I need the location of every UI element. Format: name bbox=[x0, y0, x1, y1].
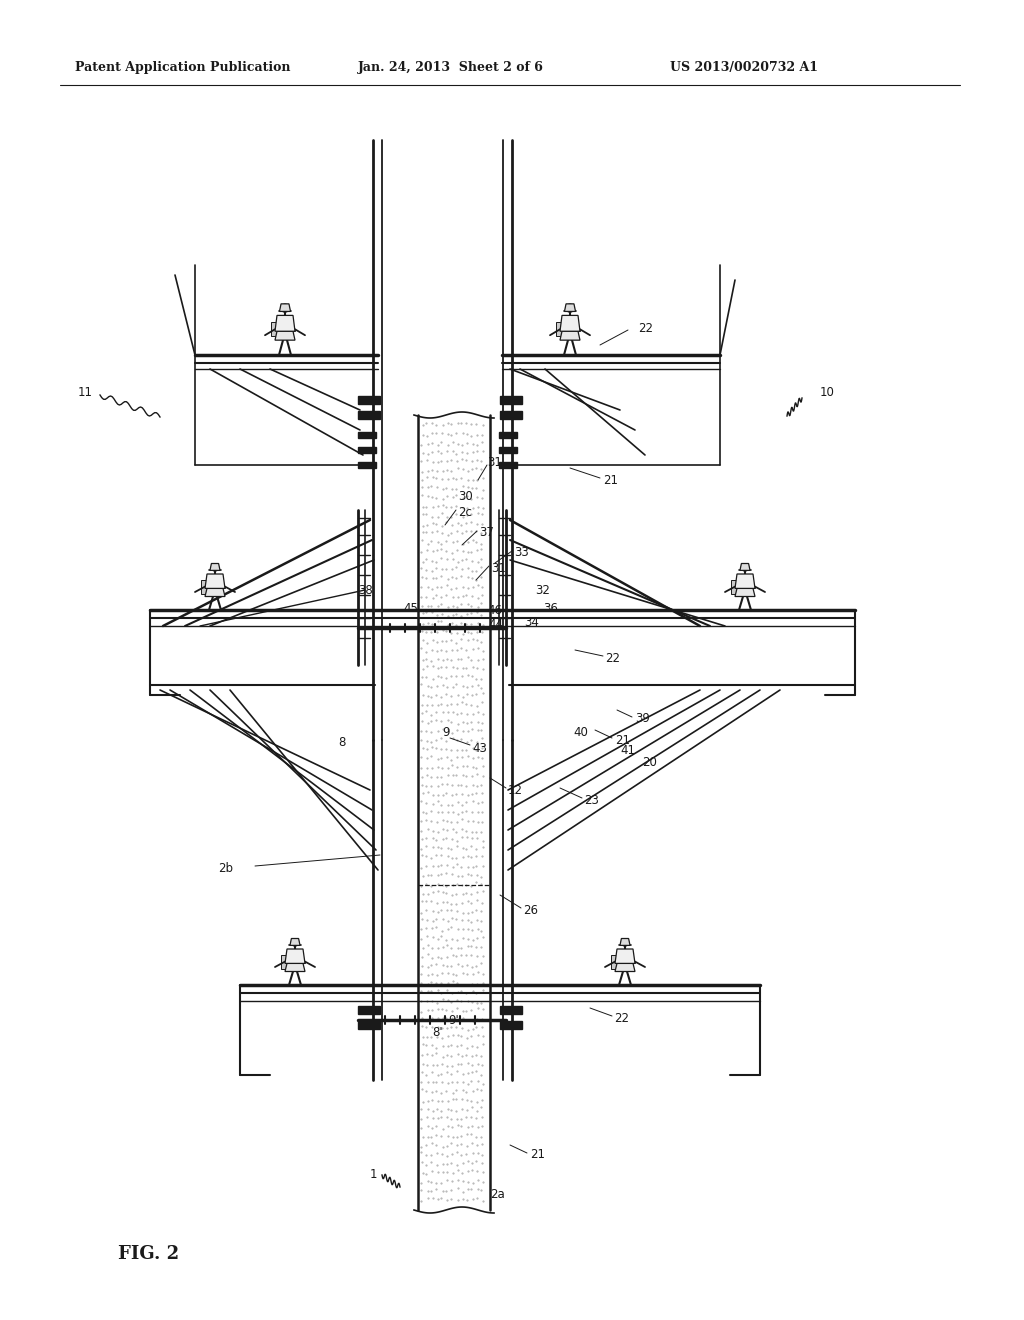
Text: 41: 41 bbox=[620, 743, 635, 756]
Circle shape bbox=[211, 564, 218, 572]
Text: 8': 8' bbox=[432, 1027, 442, 1040]
Text: 2c: 2c bbox=[458, 507, 472, 520]
Polygon shape bbox=[205, 574, 225, 589]
Bar bbox=[358, 447, 376, 453]
Bar bbox=[731, 579, 737, 594]
Text: 23: 23 bbox=[584, 793, 599, 807]
Bar bbox=[611, 954, 617, 969]
Bar bbox=[358, 462, 376, 469]
Bar bbox=[500, 1020, 522, 1030]
Bar bbox=[500, 1006, 522, 1014]
Bar bbox=[556, 322, 562, 337]
Bar bbox=[358, 411, 380, 418]
Bar bbox=[201, 579, 207, 594]
Text: 8: 8 bbox=[338, 735, 345, 748]
Polygon shape bbox=[735, 589, 755, 597]
Text: 32: 32 bbox=[535, 583, 550, 597]
Circle shape bbox=[281, 304, 289, 312]
Polygon shape bbox=[615, 949, 635, 964]
Polygon shape bbox=[285, 964, 305, 972]
Text: 22: 22 bbox=[605, 652, 620, 664]
Text: FIG. 2: FIG. 2 bbox=[118, 1245, 179, 1263]
Text: 21: 21 bbox=[603, 474, 618, 487]
Circle shape bbox=[622, 939, 629, 946]
Text: 21: 21 bbox=[530, 1148, 545, 1162]
Bar bbox=[358, 1020, 380, 1030]
Text: 1: 1 bbox=[370, 1168, 378, 1181]
Polygon shape bbox=[740, 564, 750, 570]
Circle shape bbox=[741, 564, 749, 572]
Bar bbox=[499, 462, 517, 469]
Text: 39: 39 bbox=[635, 711, 650, 725]
Text: 33: 33 bbox=[514, 546, 528, 560]
Text: 9': 9' bbox=[449, 1014, 459, 1027]
Polygon shape bbox=[560, 331, 580, 341]
Polygon shape bbox=[205, 589, 225, 597]
Polygon shape bbox=[620, 939, 630, 945]
Text: 22: 22 bbox=[614, 1011, 629, 1024]
Circle shape bbox=[566, 304, 574, 312]
Text: 31: 31 bbox=[487, 455, 502, 469]
Text: 45: 45 bbox=[403, 602, 418, 615]
Text: Patent Application Publication: Patent Application Publication bbox=[75, 62, 291, 74]
Text: 10: 10 bbox=[820, 387, 835, 400]
Text: 11: 11 bbox=[78, 387, 93, 400]
Text: 21: 21 bbox=[615, 734, 630, 747]
Bar bbox=[499, 432, 517, 438]
Text: 20: 20 bbox=[642, 755, 656, 768]
Circle shape bbox=[292, 939, 299, 946]
Text: 2a: 2a bbox=[490, 1188, 505, 1201]
Bar bbox=[500, 396, 522, 404]
Polygon shape bbox=[275, 315, 295, 331]
Polygon shape bbox=[564, 304, 575, 312]
Text: 44: 44 bbox=[488, 618, 503, 631]
Text: 40: 40 bbox=[573, 726, 588, 738]
Text: 37: 37 bbox=[479, 527, 494, 540]
Polygon shape bbox=[275, 331, 295, 341]
Bar bbox=[358, 432, 376, 438]
Polygon shape bbox=[210, 564, 220, 570]
Text: 46: 46 bbox=[487, 603, 502, 616]
Bar bbox=[281, 954, 287, 969]
Bar bbox=[500, 411, 522, 418]
Bar bbox=[358, 1006, 380, 1014]
Polygon shape bbox=[560, 315, 580, 331]
Bar bbox=[358, 396, 380, 404]
Text: 34: 34 bbox=[524, 616, 539, 630]
Bar bbox=[271, 322, 278, 337]
Text: 43: 43 bbox=[472, 742, 486, 755]
Text: 30: 30 bbox=[458, 491, 473, 503]
Text: 12: 12 bbox=[508, 784, 523, 796]
Polygon shape bbox=[615, 964, 635, 972]
Polygon shape bbox=[285, 949, 305, 964]
Text: 2b: 2b bbox=[218, 862, 233, 874]
Polygon shape bbox=[280, 304, 291, 312]
Bar bbox=[499, 447, 517, 453]
Polygon shape bbox=[735, 574, 755, 589]
Text: Jan. 24, 2013  Sheet 2 of 6: Jan. 24, 2013 Sheet 2 of 6 bbox=[358, 62, 544, 74]
Text: 38: 38 bbox=[358, 583, 373, 597]
Polygon shape bbox=[290, 939, 300, 945]
Text: US 2013/0020732 A1: US 2013/0020732 A1 bbox=[670, 62, 818, 74]
Text: 9: 9 bbox=[442, 726, 450, 738]
Text: 36: 36 bbox=[543, 602, 558, 615]
Text: 22: 22 bbox=[638, 322, 653, 334]
Text: 26: 26 bbox=[523, 903, 538, 916]
Text: 31: 31 bbox=[490, 561, 506, 574]
